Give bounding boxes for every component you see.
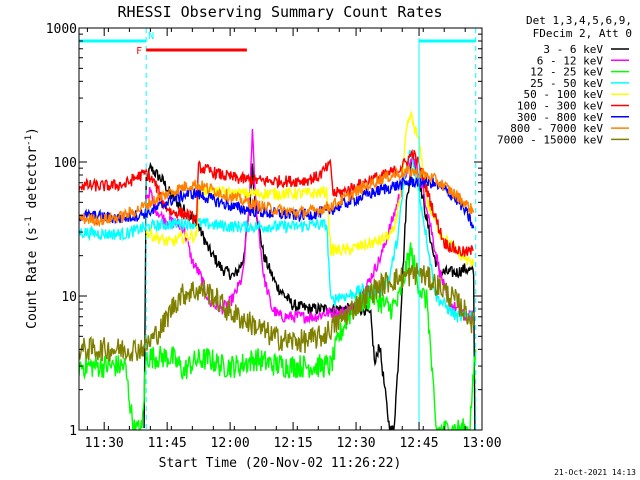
y-tick-label: 10 — [61, 290, 77, 305]
y-axis-label: Count Rate (s-1 detector-1) — [24, 127, 40, 329]
series-line-50-100-kev — [145, 109, 475, 267]
series-line-800-7000-kev — [79, 163, 475, 228]
y-tick-label: 1 — [69, 424, 77, 439]
x-tick-label: 13:00 — [462, 436, 501, 451]
series-line-100-300-kev — [79, 148, 474, 257]
x-tick-label: 12:00 — [211, 436, 250, 451]
marker-layer — [145, 28, 477, 430]
legend-label-50-100-kev: 50 - 100 keV — [524, 88, 604, 101]
flag-layer: NF — [79, 31, 476, 57]
axis-layer: 11:30 11:45 12:00 12:15 12:30 12:45 13:00 1 10 10… — [46, 22, 502, 451]
y-label-main: Count Rate (s — [25, 227, 40, 329]
plot-frame — [78, 27, 483, 431]
legend-label-300-800-kev: 300 - 800 keV — [517, 111, 603, 124]
legend: Det 1,3,4,5,6,9, FDecim 2, Att 0 3 - 6 k… — [497, 14, 632, 146]
legend-label-6-12-kev: 6 - 12 keV — [537, 54, 604, 67]
series-line-12-25-kev — [79, 242, 477, 430]
timestamp: 21-Oct-2021 14:13 — [554, 468, 636, 477]
legend-label-7000-15000-kev: 7000 - 15000 keV — [497, 133, 603, 146]
series-line-3-6-kev — [143, 156, 476, 430]
y-tick-label: 100 — [54, 156, 77, 171]
legend-header-line-2: FDecim 2, Att 0 — [533, 27, 632, 40]
legend-label-12-25-kev: 12 - 25 keV — [530, 66, 603, 79]
flag-label-n: N — [148, 31, 154, 42]
x-tick-label: 11:30 — [85, 436, 124, 451]
y-label-mid: detector — [25, 146, 40, 217]
y-label-sup1: -1 — [24, 216, 34, 227]
x-tick-label: 12:30 — [336, 436, 375, 451]
y-label-sup2: -1 — [24, 135, 34, 146]
x-axis-label: Start Time (20-Nov-02 11:26:22) — [159, 456, 402, 471]
legend-header-line-1: Det 1,3,4,5,6,9, — [526, 14, 632, 27]
x-tick-label: 12:15 — [274, 436, 313, 451]
y-tick-label: 1000 — [46, 22, 77, 37]
x-tick-label: 11:45 — [148, 436, 187, 451]
y-label-end: ) — [25, 127, 40, 135]
legend-label-100-300-kev: 100 - 300 keV — [517, 100, 603, 113]
x-tick-label: 12:45 — [399, 436, 438, 451]
series-layer — [79, 109, 477, 430]
legend-label-3-6-kev: 3 - 6 keV — [543, 43, 603, 56]
chart-title: RHESSI Observing Summary Count Rates — [117, 3, 442, 21]
series-line-300-800-kev — [79, 173, 475, 229]
legend-label-800-7000-kev: 800 - 7000 keV — [510, 122, 603, 135]
flag-label-f: F — [136, 46, 142, 57]
legend-label-25-50-kev: 25 - 50 keV — [530, 77, 603, 90]
series-line-7000-15000-kev — [79, 262, 475, 363]
